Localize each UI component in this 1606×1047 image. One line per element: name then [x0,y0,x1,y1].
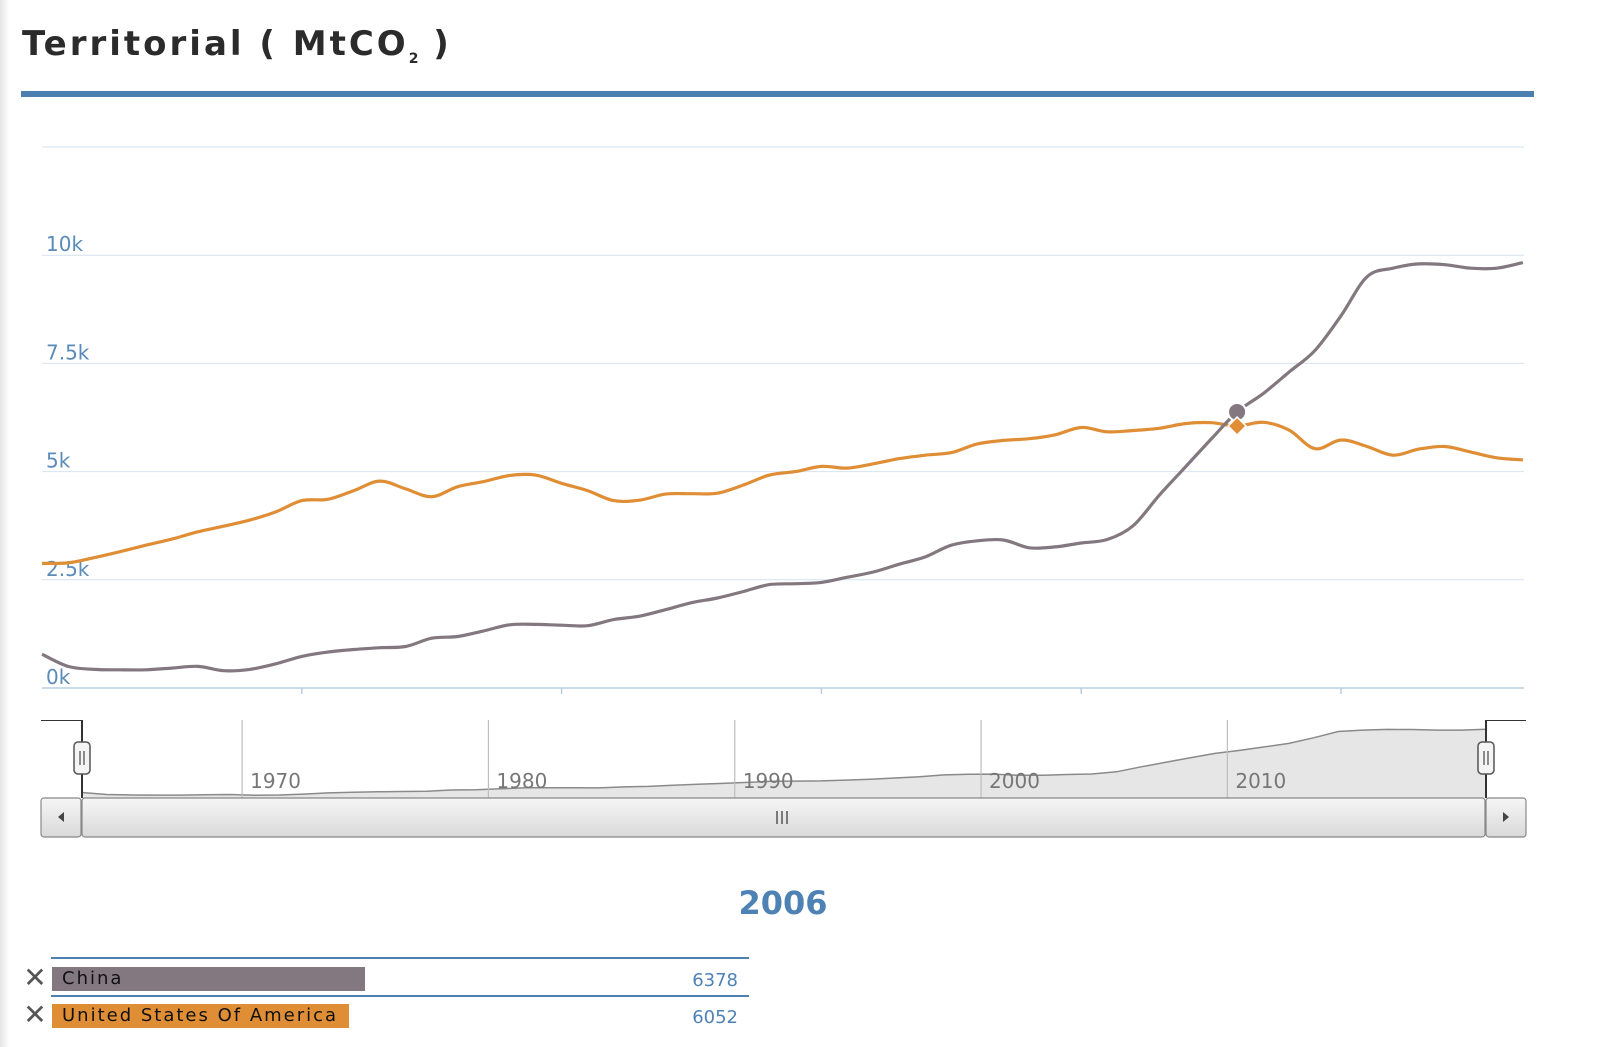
y-tick-label: 10k [46,232,83,256]
selected-year: 2006 [738,884,828,922]
scrollbar-left-button[interactable] [40,797,82,838]
navigator-tick-label: 2010 [1235,769,1286,793]
china-value: 6378 [692,970,738,991]
navigator-left-handle[interactable] [73,741,91,775]
navigator-ticks: 1970 1980 1990 2000 2010 [241,720,1286,798]
usa-value-bar [52,1004,349,1028]
china-series-line [41,261,1524,673]
navigator-tick-label: 1980 [496,769,547,793]
title-subscript: 2 [408,51,419,67]
y-tick-label: 0k [46,665,71,689]
navigator-tick-label: 2000 [989,769,1040,793]
navigator-right-handle[interactable] [1477,741,1495,775]
title-close: ) [418,24,452,64]
remove-usa-close-icon[interactable]: ✕ [23,998,47,1031]
title-main: Territorial ( MtCO [22,24,409,64]
china-name: China [62,968,124,989]
y-tick-label: 7.5k [46,340,90,364]
title-underline [21,91,1534,97]
range-navigator[interactable]: 1970 1980 1990 2000 2010 [0,720,1606,850]
scrollbar-right-button[interactable] [1485,797,1527,838]
left-edge-shade [0,0,10,1047]
remove-china-close-icon[interactable]: ✕ [23,961,47,994]
grid-lines [42,146,1524,689]
navigator-area-fill [82,729,1486,798]
legend-row-usa[interactable]: ✕ United States Of America 6052 [21,1001,749,1031]
chart-title: Territorial ( MtCO2 ) [22,24,452,67]
scrollbar-thumb[interactable] [81,797,1486,838]
china-value-bar [52,967,365,991]
legend-divider [51,995,749,997]
usa-name: United States Of America [62,1005,339,1026]
y-tick-label: 5k [46,449,71,473]
legend-divider [51,957,749,959]
legend-row-china[interactable]: ✕ China 6378 [21,964,749,994]
series-lines [41,261,1524,673]
navigator-area-line [81,728,1487,796]
usa-series-line [41,420,1524,566]
navigator-tick-label: 1970 [250,769,301,793]
usa-value: 6052 [692,1007,738,1028]
usa-highlight-marker[interactable] [1227,416,1248,437]
highlight-markers[interactable] [1227,401,1248,437]
navigator-tick-label: 1990 [743,769,794,793]
navigator-area [81,728,1487,798]
